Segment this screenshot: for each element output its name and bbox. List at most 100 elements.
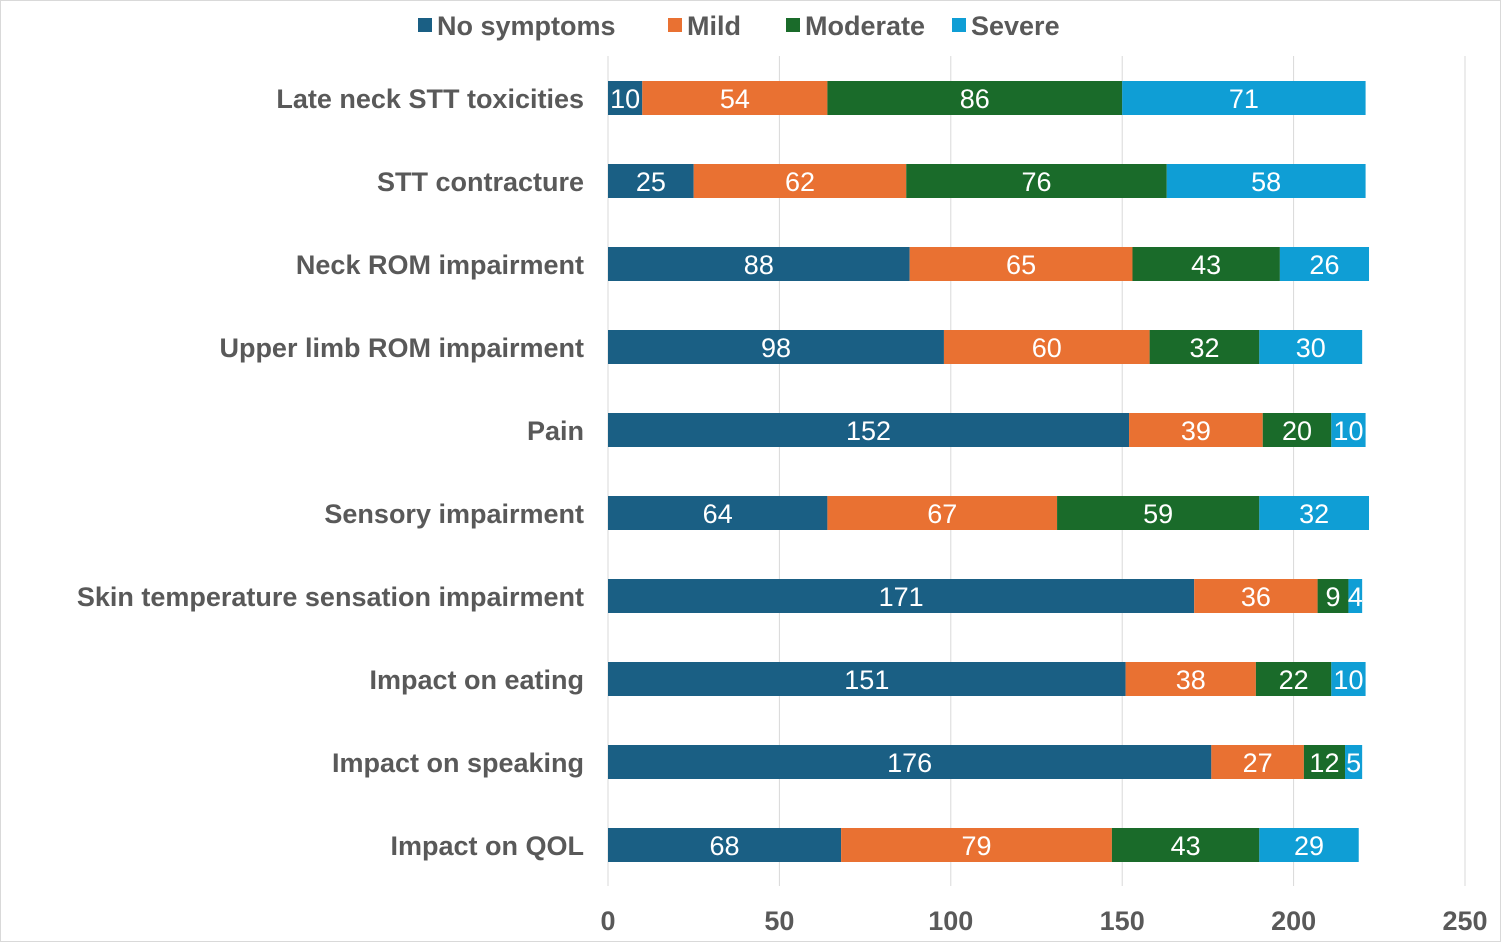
legend: No symptoms Mild Moderate Severe bbox=[418, 11, 1060, 41]
data-label: 4 bbox=[1348, 582, 1363, 612]
bar-no-symptoms bbox=[608, 413, 1130, 447]
category-label: Impact on eating bbox=[369, 665, 584, 695]
data-label: 39 bbox=[1181, 416, 1211, 446]
bar-moderate bbox=[827, 81, 1123, 115]
legend-label: Mild bbox=[687, 11, 741, 41]
category-label: Impact on speaking bbox=[332, 748, 584, 778]
category-label: Skin temperature sensation impairment bbox=[77, 582, 584, 612]
bar-mild bbox=[943, 330, 1150, 364]
data-label: 67 bbox=[927, 499, 957, 529]
data-label: 151 bbox=[844, 665, 889, 695]
bar-mild bbox=[909, 247, 1133, 281]
bar-severe bbox=[1345, 745, 1363, 779]
data-label: 79 bbox=[961, 831, 991, 861]
bar-no-symptoms bbox=[608, 662, 1126, 696]
category-label: Impact on QOL bbox=[390, 831, 584, 861]
legend-swatch-moderate bbox=[786, 18, 800, 32]
bar-mild bbox=[1211, 745, 1304, 779]
bar-no-symptoms bbox=[608, 330, 944, 364]
x-tick-label: 150 bbox=[1100, 906, 1145, 936]
bar-moderate bbox=[1262, 413, 1332, 447]
x-tick-label: 200 bbox=[1271, 906, 1316, 936]
x-axis-tick-labels: 0 50 100 150 200 250 bbox=[600, 906, 1487, 936]
bar-moderate bbox=[1303, 745, 1346, 779]
data-label: 25 bbox=[636, 167, 666, 197]
data-label: 27 bbox=[1243, 748, 1273, 778]
category-label: Pain bbox=[527, 416, 584, 446]
data-label: 71 bbox=[1229, 84, 1259, 114]
bar-severe bbox=[1331, 662, 1366, 696]
category-label: Upper limb ROM impairment bbox=[219, 333, 584, 363]
data-label: 59 bbox=[1143, 499, 1173, 529]
data-label: 32 bbox=[1299, 499, 1329, 529]
data-label: 10 bbox=[610, 84, 640, 114]
data-label: 22 bbox=[1279, 665, 1309, 695]
data-label: 60 bbox=[1032, 333, 1062, 363]
data-label: 12 bbox=[1309, 748, 1339, 778]
legend-label: Severe bbox=[971, 11, 1060, 41]
data-label: 10 bbox=[1333, 416, 1363, 446]
data-label: 38 bbox=[1176, 665, 1206, 695]
bar-moderate bbox=[1317, 579, 1349, 613]
bar-moderate bbox=[1255, 662, 1332, 696]
data-label: 10 bbox=[1333, 665, 1363, 695]
bar-mild bbox=[693, 164, 907, 198]
bar-no-symptoms bbox=[608, 496, 828, 530]
data-label: 171 bbox=[879, 582, 924, 612]
bar-moderate bbox=[1149, 330, 1260, 364]
legend-swatch-mild bbox=[668, 18, 682, 32]
data-label: 5 bbox=[1346, 748, 1361, 778]
legend-label: No symptoms bbox=[437, 11, 616, 41]
x-tick-label: 0 bbox=[600, 906, 615, 936]
bar-mild bbox=[1125, 662, 1256, 696]
bar-mild bbox=[841, 828, 1112, 862]
data-label: 152 bbox=[846, 416, 891, 446]
x-tick-label: 250 bbox=[1442, 906, 1487, 936]
data-label: 54 bbox=[720, 84, 750, 114]
bar-severe bbox=[1122, 81, 1366, 115]
data-label: 68 bbox=[710, 831, 740, 861]
legend-swatch-no-symptoms bbox=[418, 18, 432, 32]
data-label: 65 bbox=[1006, 250, 1036, 280]
bar-no-symptoms bbox=[608, 745, 1212, 779]
data-label: 36 bbox=[1241, 582, 1271, 612]
bar-mild bbox=[1129, 413, 1263, 447]
x-tick-label: 50 bbox=[764, 906, 794, 936]
bar-no-symptoms bbox=[608, 81, 643, 115]
data-label: 43 bbox=[1191, 250, 1221, 280]
data-label: 64 bbox=[703, 499, 733, 529]
data-label: 88 bbox=[744, 250, 774, 280]
data-label: 43 bbox=[1171, 831, 1201, 861]
category-label: Late neck STT toxicities bbox=[276, 84, 584, 114]
data-label: 176 bbox=[887, 748, 932, 778]
data-label: 9 bbox=[1326, 582, 1341, 612]
bar-severe bbox=[1259, 828, 1359, 862]
bar-severe bbox=[1259, 496, 1370, 530]
bar-moderate bbox=[1132, 247, 1280, 281]
bar-moderate bbox=[1057, 496, 1260, 530]
bar-mild bbox=[827, 496, 1058, 530]
data-label: 30 bbox=[1296, 333, 1326, 363]
data-label: 26 bbox=[1309, 250, 1339, 280]
bar-no-symptoms bbox=[608, 164, 694, 198]
data-label: 29 bbox=[1294, 831, 1324, 861]
bar-no-symptoms bbox=[608, 579, 1195, 613]
bar-severe bbox=[1166, 164, 1366, 198]
bar-severe bbox=[1348, 579, 1363, 613]
bar-severe bbox=[1331, 413, 1366, 447]
legend-label: Moderate bbox=[805, 11, 925, 41]
bar-no-symptoms bbox=[608, 247, 910, 281]
data-label: 20 bbox=[1282, 416, 1312, 446]
bar-severe bbox=[1259, 330, 1363, 364]
data-label: 98 bbox=[761, 333, 791, 363]
data-label: 62 bbox=[785, 167, 815, 197]
bar-mild bbox=[642, 81, 828, 115]
category-labels: Late neck STT toxicities STT contracture N… bbox=[77, 84, 584, 861]
data-label: 76 bbox=[1021, 167, 1051, 197]
bar-severe bbox=[1279, 247, 1370, 281]
data-label: 32 bbox=[1189, 333, 1219, 363]
bar-moderate bbox=[906, 164, 1167, 198]
